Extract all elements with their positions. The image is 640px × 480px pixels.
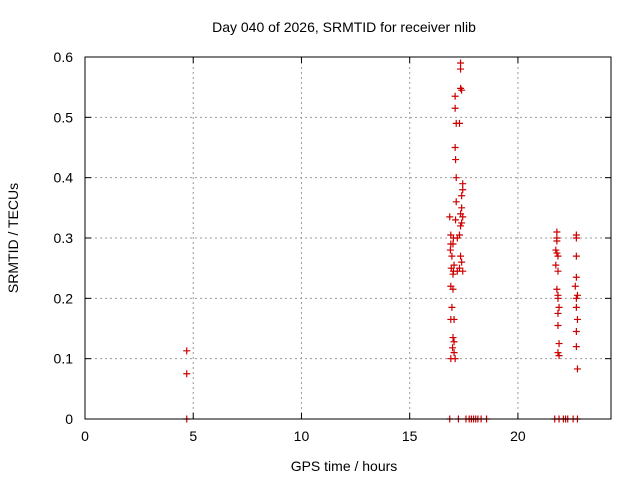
data-point [449, 334, 457, 342]
y-axis-label: SRMTID / TECUs [5, 183, 21, 293]
data-point [449, 344, 457, 352]
data-point [449, 285, 457, 293]
data-point [458, 86, 466, 94]
x-tick-label: 15 [402, 428, 418, 444]
data-point [572, 343, 580, 351]
x-tick-label: 0 [81, 428, 89, 444]
y-tick-label: 0.5 [54, 109, 74, 125]
data-point [450, 349, 458, 357]
y-tick-label: 0.4 [54, 170, 74, 186]
data-point [451, 104, 459, 112]
data-point [455, 264, 463, 272]
y-tick-label: 0.1 [54, 351, 74, 367]
data-point [452, 174, 460, 182]
x-tick-label: 5 [189, 428, 197, 444]
data-point [554, 267, 562, 275]
axis-ticks: 0 5 10 15 20 0 0.1 0.2 0.3 0.4 0.5 0.6 [54, 49, 611, 444]
data-point [450, 261, 458, 269]
data-point [457, 252, 465, 260]
data-point [553, 234, 561, 242]
data-point [452, 156, 460, 164]
data-point [571, 282, 579, 290]
data-point [459, 267, 467, 275]
data-point [450, 338, 458, 346]
data-point [554, 294, 562, 302]
data-point [446, 213, 454, 221]
data-point [452, 198, 460, 206]
data-point [459, 180, 467, 188]
data-point [452, 216, 460, 224]
data-point [572, 234, 580, 242]
data-point [455, 119, 463, 127]
data-point [459, 213, 467, 221]
data-point [457, 222, 465, 230]
data-point [555, 303, 563, 311]
data-point [572, 303, 580, 311]
chart-title: Day 040 of 2026, SRMTID for receiver nli… [212, 19, 476, 35]
data-point [446, 246, 454, 254]
data-point [553, 228, 561, 236]
data-point [573, 365, 581, 373]
data-point [183, 347, 191, 355]
data-point [554, 309, 562, 317]
grid-lines [85, 57, 611, 419]
data-point [458, 192, 466, 200]
data-point [459, 186, 467, 194]
data-point [572, 294, 580, 302]
data-point [555, 340, 563, 348]
y-tick-label: 0.2 [54, 290, 74, 306]
data-point [451, 144, 459, 151]
data-point [573, 315, 581, 323]
data-point [554, 349, 562, 357]
data-point [457, 84, 465, 92]
y-tick-label: 0 [65, 411, 73, 427]
x-tick-label: 10 [294, 428, 310, 444]
data-point [572, 328, 580, 336]
data-point [458, 258, 466, 266]
data-point [553, 249, 561, 257]
data-point [554, 252, 562, 260]
data-point [450, 315, 458, 323]
data-point [455, 231, 463, 239]
data-point [448, 252, 456, 260]
data-point [572, 252, 580, 260]
data-point [458, 219, 466, 227]
data-point [457, 65, 465, 73]
data-point [554, 321, 562, 329]
data-point [552, 261, 560, 269]
y-tick-label: 0.6 [54, 49, 74, 65]
data-point [458, 204, 466, 212]
x-tick-label: 20 [510, 428, 526, 444]
data-point [457, 59, 465, 67]
data-point [451, 92, 459, 100]
data-point [573, 291, 581, 299]
data-point [572, 273, 580, 281]
plot-area-border [84, 56, 612, 420]
y-tick-label: 0.3 [54, 230, 74, 246]
data-point [552, 246, 560, 254]
data-point [447, 355, 455, 363]
data-point [183, 370, 191, 378]
data-point [553, 285, 561, 293]
data-point [555, 352, 563, 360]
data-point [448, 303, 456, 311]
data-point [449, 240, 457, 248]
x-axis-label: GPS time / hours [291, 458, 398, 474]
data-points [183, 59, 581, 423]
